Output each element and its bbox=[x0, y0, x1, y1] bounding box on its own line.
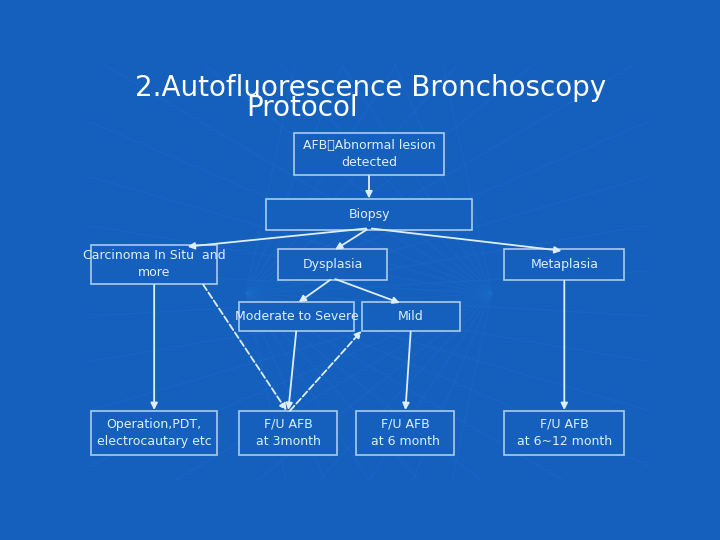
FancyBboxPatch shape bbox=[239, 302, 354, 331]
Text: Operation,PDT,
electrocautary etc: Operation,PDT, electrocautary etc bbox=[96, 418, 212, 448]
FancyBboxPatch shape bbox=[504, 249, 624, 280]
Text: Carcinoma In Situ  and
more: Carcinoma In Situ and more bbox=[83, 249, 225, 279]
Text: F/U AFB
at 3month: F/U AFB at 3month bbox=[256, 418, 320, 448]
FancyBboxPatch shape bbox=[91, 245, 217, 284]
Text: Mild: Mild bbox=[398, 310, 424, 323]
FancyBboxPatch shape bbox=[279, 249, 387, 280]
Text: AFB：Abnormal lesion
detected: AFB：Abnormal lesion detected bbox=[302, 139, 436, 169]
Text: Protocol: Protocol bbox=[246, 94, 358, 123]
Text: Moderate to Severe: Moderate to Severe bbox=[235, 310, 359, 323]
Text: F/U AFB
at 6~12 month: F/U AFB at 6~12 month bbox=[517, 418, 612, 448]
FancyBboxPatch shape bbox=[356, 411, 454, 455]
FancyBboxPatch shape bbox=[294, 133, 444, 175]
FancyBboxPatch shape bbox=[239, 411, 337, 455]
FancyBboxPatch shape bbox=[91, 411, 217, 455]
Text: F/U AFB
at 6 month: F/U AFB at 6 month bbox=[371, 418, 440, 448]
Text: Dysplasia: Dysplasia bbox=[302, 258, 363, 271]
Text: Biopsy: Biopsy bbox=[348, 208, 390, 221]
Text: 2.Autofluorescence Bronchoscopy: 2.Autofluorescence Bronchoscopy bbox=[135, 73, 606, 102]
FancyBboxPatch shape bbox=[266, 199, 472, 230]
FancyBboxPatch shape bbox=[504, 411, 624, 455]
Text: Metaplasia: Metaplasia bbox=[531, 258, 598, 271]
FancyBboxPatch shape bbox=[362, 302, 459, 331]
